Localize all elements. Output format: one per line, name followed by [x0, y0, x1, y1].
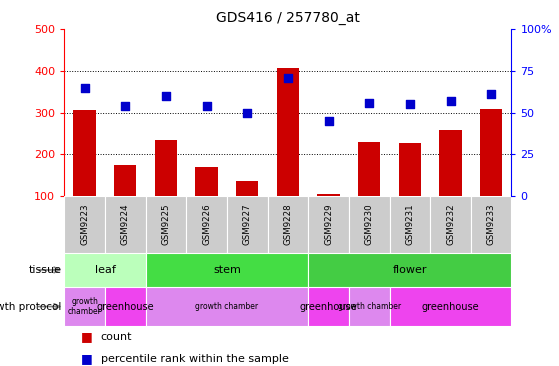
Point [487, 91, 496, 97]
Bar [349, 287, 390, 326]
Bar [227, 196, 268, 253]
Bar [277, 68, 299, 196]
Bar [358, 142, 380, 196]
Text: greenhouse: greenhouse [97, 302, 154, 311]
Bar [349, 196, 390, 253]
Bar [64, 287, 105, 326]
Bar [186, 196, 227, 253]
Point [324, 118, 333, 124]
Text: flower: flower [392, 265, 427, 275]
Text: growth chamber: growth chamber [195, 302, 258, 311]
Bar [145, 253, 308, 287]
Text: GSM9229: GSM9229 [324, 203, 333, 245]
Bar [390, 196, 430, 253]
Text: GSM9230: GSM9230 [364, 203, 374, 245]
Bar [480, 109, 503, 196]
Point [162, 93, 170, 99]
Text: greenhouse: greenhouse [421, 302, 479, 311]
Bar [105, 196, 145, 253]
Bar [268, 196, 308, 253]
Bar [145, 287, 308, 326]
Bar [471, 196, 511, 253]
Point [121, 103, 130, 109]
Text: leaf: leaf [94, 265, 115, 275]
Point [202, 103, 211, 109]
Bar [155, 139, 177, 196]
Bar [114, 165, 136, 196]
Bar [308, 253, 511, 287]
Text: percentile rank within the sample: percentile rank within the sample [101, 354, 288, 364]
Bar [318, 194, 340, 196]
Title: GDS416 / 257780_at: GDS416 / 257780_at [216, 11, 360, 26]
Text: tissue: tissue [29, 265, 61, 275]
Bar [64, 253, 145, 287]
Text: GSM9231: GSM9231 [405, 203, 414, 245]
Text: greenhouse: greenhouse [300, 302, 357, 311]
Bar [145, 196, 186, 253]
Bar [308, 196, 349, 253]
Text: growth chamber: growth chamber [338, 302, 401, 311]
Bar [439, 130, 462, 196]
Bar [73, 111, 96, 196]
Text: GSM9233: GSM9233 [487, 203, 496, 245]
Text: GSM9224: GSM9224 [121, 203, 130, 245]
Bar [236, 181, 258, 196]
Bar [105, 287, 145, 326]
Bar [308, 287, 349, 326]
Bar [64, 196, 105, 253]
Text: growth protocol: growth protocol [0, 302, 61, 311]
Point [243, 110, 252, 116]
Text: growth
chamber: growth chamber [68, 297, 102, 316]
Point [405, 101, 414, 107]
Bar [390, 287, 511, 326]
Text: GSM9232: GSM9232 [446, 203, 455, 245]
Text: count: count [101, 332, 132, 342]
Text: GSM9228: GSM9228 [283, 203, 292, 245]
Text: GSM9225: GSM9225 [162, 203, 170, 245]
Bar [399, 142, 421, 196]
Text: stem: stem [213, 265, 241, 275]
Bar [196, 167, 218, 196]
Text: GSM9226: GSM9226 [202, 203, 211, 245]
Point [364, 100, 373, 105]
Bar [430, 196, 471, 253]
Point [446, 98, 455, 104]
Point [283, 75, 292, 81]
Text: GSM9227: GSM9227 [243, 203, 252, 245]
Text: GSM9223: GSM9223 [80, 203, 89, 245]
Point [80, 85, 89, 90]
Text: ■: ■ [81, 330, 93, 343]
Text: ■: ■ [81, 352, 93, 365]
